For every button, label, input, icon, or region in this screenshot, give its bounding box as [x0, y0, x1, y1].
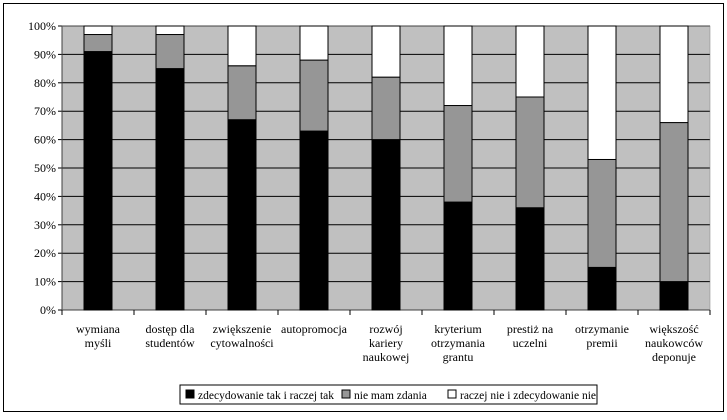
bar-segment-3 [659, 25, 689, 124]
bar-segment-3 [227, 25, 257, 67]
bar-segment-2 [515, 96, 545, 209]
bar-segment-1 [299, 130, 329, 311]
bar-segment-3 [299, 25, 329, 61]
y-tick-label: 90% [34, 47, 56, 61]
x-category-label-line: studentów [145, 336, 195, 350]
y-tick-label: 50% [34, 161, 56, 175]
x-category-label-line: grantu [443, 350, 474, 364]
bar-segment-1 [659, 281, 689, 311]
x-category-label-line: kryterium [434, 322, 482, 336]
bar-segment-2 [155, 34, 185, 70]
bar-segment-1 [587, 266, 617, 311]
bar-segment-1 [83, 51, 113, 311]
y-tick-label: 70% [34, 104, 56, 118]
bar-segment-2 [299, 59, 329, 132]
bar-segment-2 [83, 34, 113, 53]
x-category-label: wymiana myśli [76, 322, 121, 350]
x-category-label: większość naukowców deponuje [645, 322, 703, 364]
legend-swatch-1 [185, 389, 195, 399]
legend-swatch-3 [447, 389, 457, 399]
x-category-label-line: większość [649, 322, 698, 336]
x-category-label-line: zwiększenie [213, 322, 272, 336]
x-category-label-line: wymiana [76, 322, 121, 336]
x-category-label-line: otrzymania [431, 336, 486, 350]
x-category-label-line: dostęp dla [146, 322, 196, 336]
x-category-label-line: otrzymanie [575, 322, 629, 336]
x-category-label-line: cytowalności [210, 336, 274, 350]
bar-segment-2 [227, 65, 257, 121]
legend-label-2: nie mam zdania [354, 390, 427, 402]
x-category-label-line: premii [586, 336, 618, 350]
legend-label-1: zdecydowanie tak i raczej tak [198, 390, 334, 402]
y-tick-label: 80% [34, 76, 56, 90]
y-tick-label: 100% [28, 19, 56, 33]
x-category-label-line: myśli [85, 336, 112, 350]
y-tick-label: 10% [34, 275, 56, 289]
bar-segment-3 [371, 25, 401, 78]
x-category-label: otrzymanie premii [575, 322, 629, 350]
bar-segment-2 [659, 122, 689, 283]
bar-segment-1 [227, 119, 257, 311]
bar-segment-2 [443, 105, 473, 203]
bar-segment-3 [443, 25, 473, 107]
bar-segment-2 [371, 76, 401, 141]
x-category-label-line: kariery [369, 336, 403, 350]
bar-segment-1 [371, 139, 401, 311]
legend-swatch-2 [341, 389, 351, 399]
bar-segment-3 [515, 25, 545, 98]
x-category-label: kryterium otrzymania grantu [431, 322, 486, 364]
x-category-label-line: uczelni [513, 336, 548, 350]
bar-segment-1 [155, 68, 185, 311]
x-category-label: rozwój kariery naukowej [363, 322, 410, 364]
y-tick-label: 0% [40, 303, 56, 317]
x-category-label: zwiększenie cytowalności [210, 322, 274, 350]
bar-segment-3 [155, 25, 185, 36]
x-category-label-line: deponuje [652, 350, 696, 364]
legend [179, 384, 598, 405]
bar-segment-2 [587, 158, 617, 268]
x-category-label-line: prestiż na [507, 322, 554, 336]
bar-segment-1 [515, 207, 545, 311]
x-category-label-line: naukowej [363, 350, 410, 364]
x-category-label: dostęp dla studentów [145, 322, 195, 350]
x-category-label: prestiż na uczelni [507, 322, 554, 350]
x-category-label-line: naukowców [645, 336, 703, 350]
y-tick-label: 20% [34, 246, 56, 260]
x-category-label-line: rozwój [369, 322, 402, 336]
y-tick-label: 60% [34, 133, 56, 147]
y-tick-label: 40% [34, 189, 56, 203]
legend-label-3: raczej nie i zdecydowanie nie [460, 390, 596, 402]
bar-segment-3 [587, 25, 617, 160]
bar-segment-1 [443, 201, 473, 311]
y-tick-label: 30% [34, 218, 56, 232]
x-category-label: autopromocja [281, 322, 348, 336]
x-category-label-line: autopromocja [281, 322, 348, 336]
bar-segment-3 [83, 25, 113, 36]
